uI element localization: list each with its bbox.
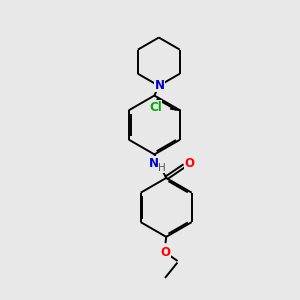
Text: O: O: [160, 246, 171, 259]
Text: N: N: [154, 79, 164, 92]
Text: N: N: [149, 157, 159, 169]
Text: H: H: [158, 163, 166, 173]
Text: Cl: Cl: [149, 101, 162, 114]
Text: O: O: [185, 157, 195, 170]
